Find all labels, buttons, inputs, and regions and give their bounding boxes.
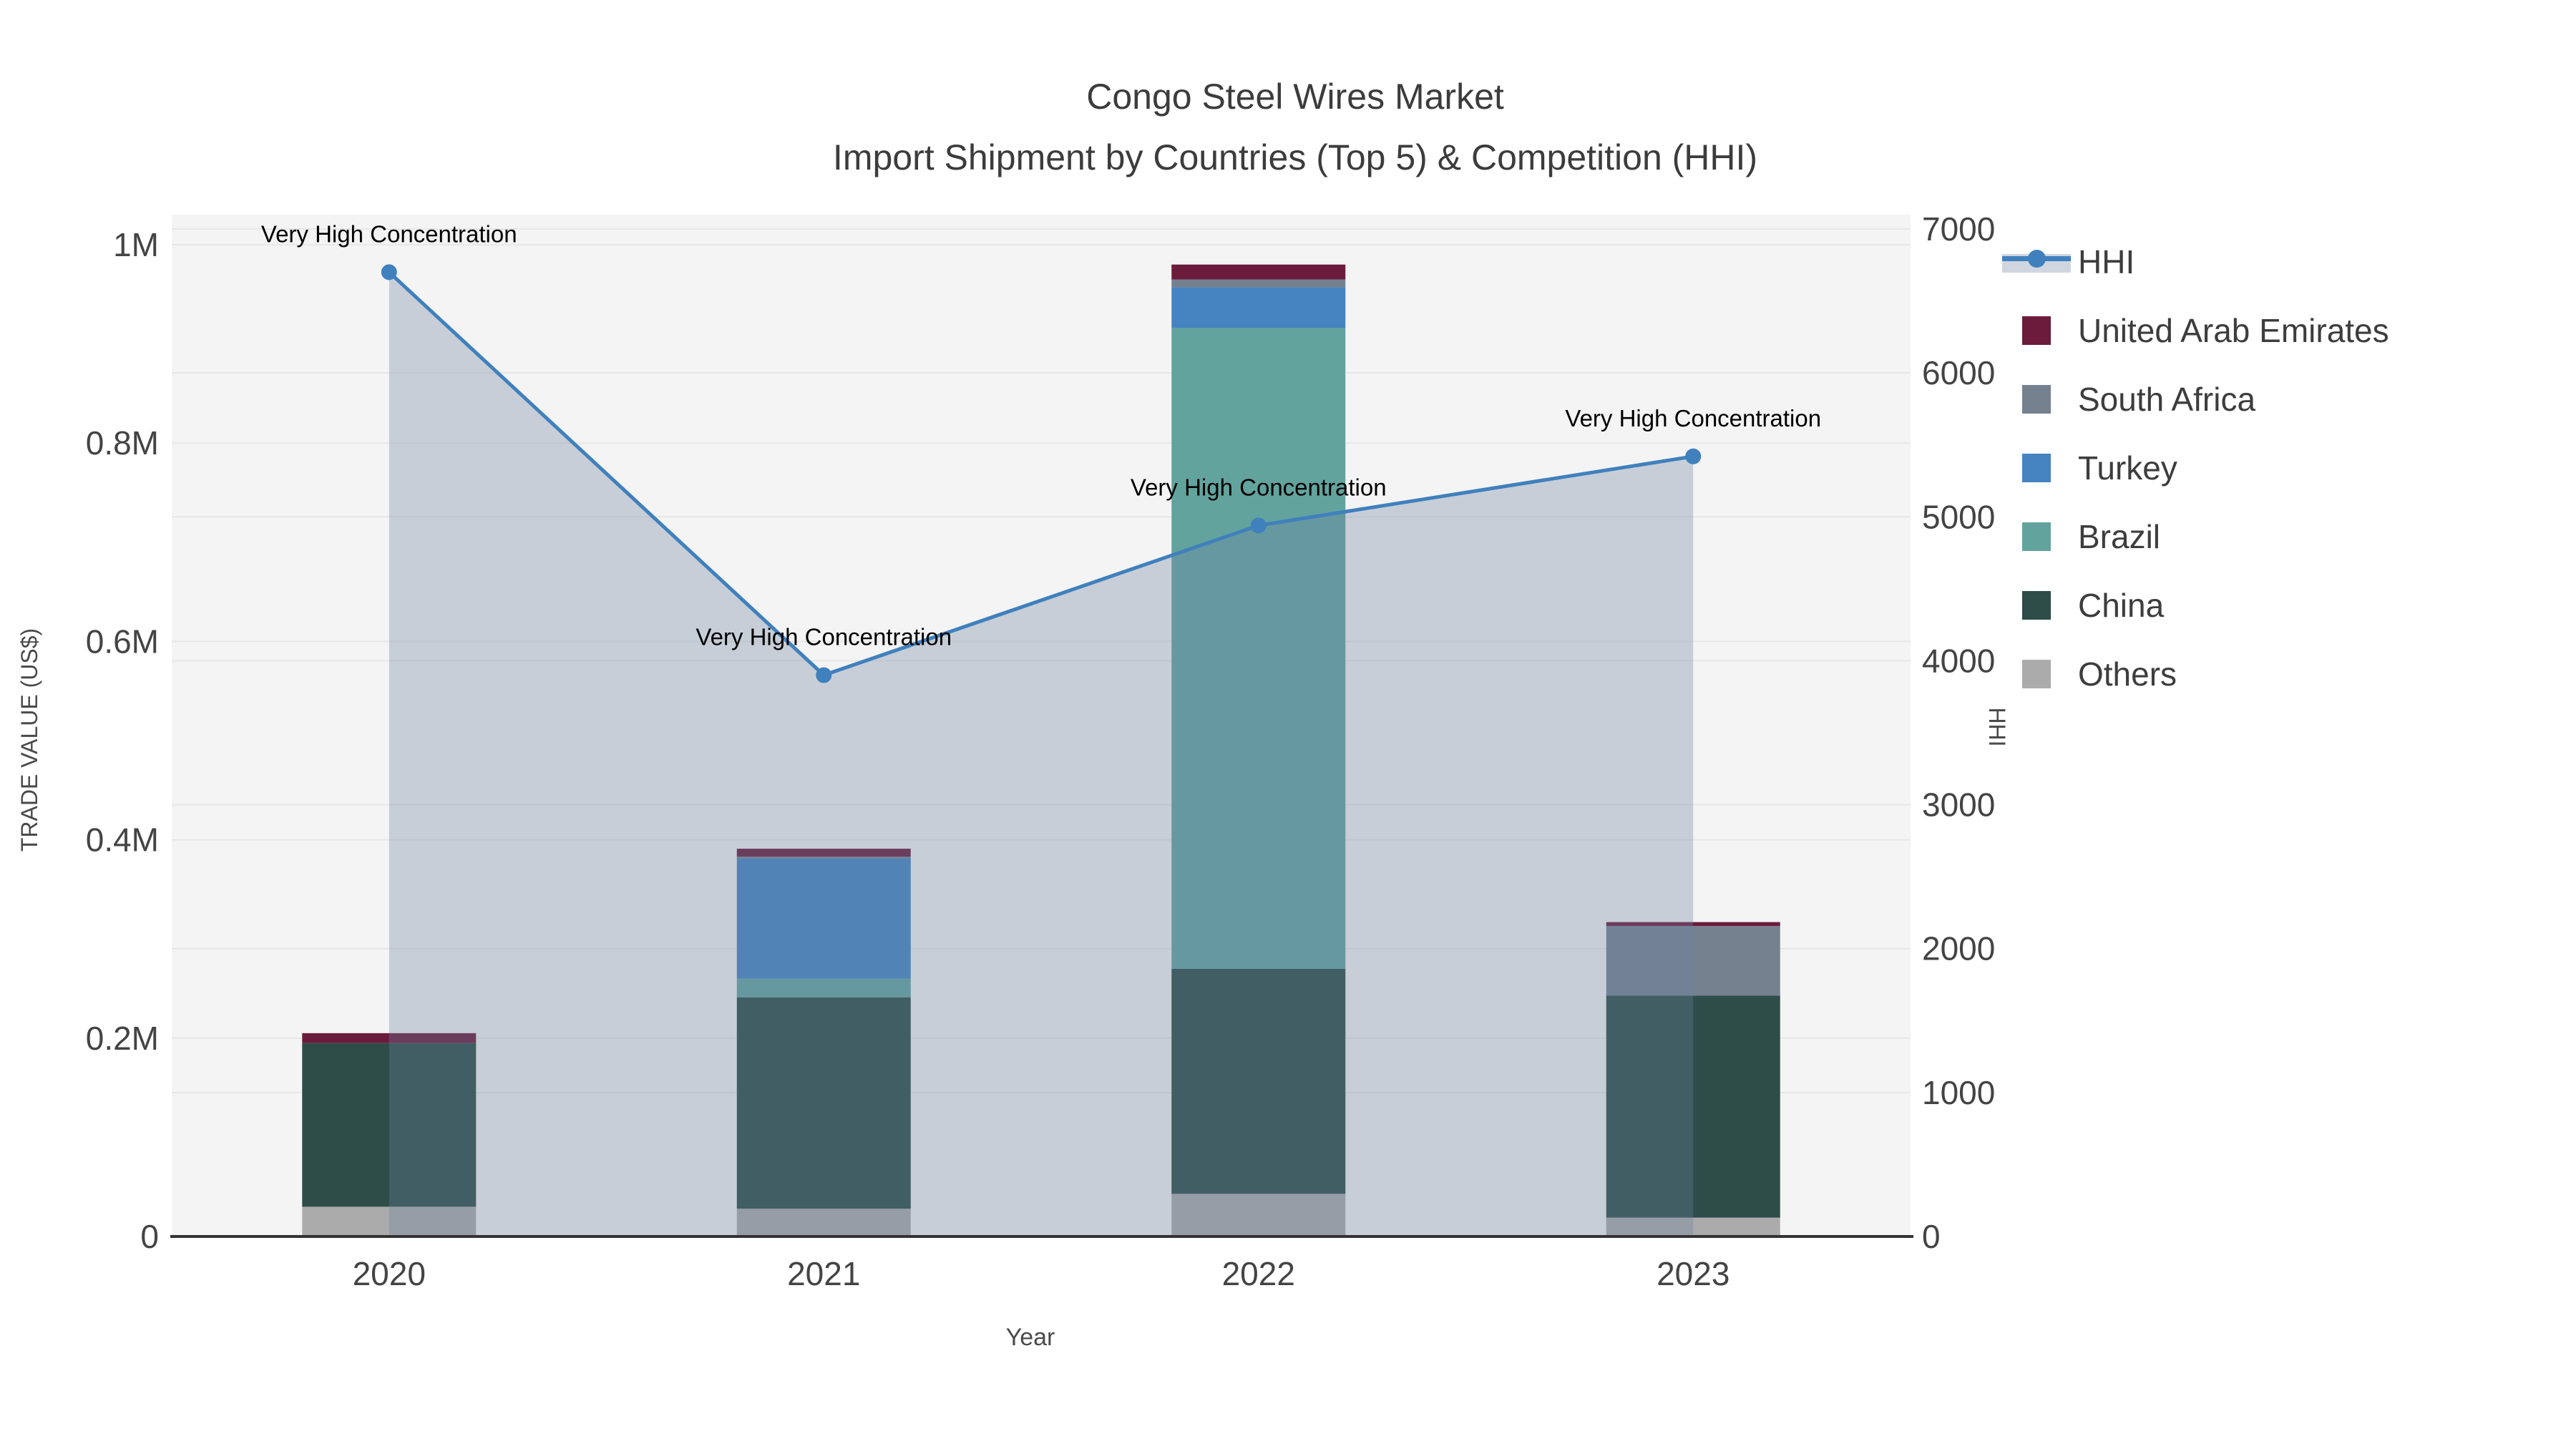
hhi-line [388, 270, 1694, 678]
y2-tick-label: 7000 [1922, 210, 1995, 248]
bar-segment-others [302, 1206, 477, 1236]
y2-tick-label: 0 [1922, 1218, 1941, 1255]
y-tick-label: 0.8M [86, 424, 159, 462]
y-tick-label: 0 [140, 1218, 159, 1255]
bar-segment-china [1171, 968, 1346, 1194]
y2-tick-label: 3000 [1922, 786, 1995, 824]
y2-tick-label: 2000 [1922, 930, 1995, 967]
legend-label: Others [2078, 655, 2177, 693]
bar-segment-others [1606, 1217, 1780, 1236]
bar-segment-south-africa [736, 857, 911, 859]
plot-layer: 0 0.2M 0.4M 0.6M 0.8M 1M 0 1000 2000 3000 4000 5000… [86, 210, 1996, 1292]
y2-tick-label: 5000 [1922, 498, 1995, 535]
x-tick-label-2020: 2020 [353, 1255, 426, 1292]
bar-segment-south-africa [1606, 926, 1780, 996]
legend-swatch-icon [2022, 454, 2051, 482]
bar-segment-others [1171, 1194, 1346, 1236]
legend-item-turkey[interactable]: Turkey [2002, 434, 2389, 502]
bar-segment-united-arab-emirates [736, 849, 911, 857]
bar-segment-china [1606, 995, 1780, 1218]
legend-item-united-arab-emirates[interactable]: United Arab Emirates [2002, 296, 2389, 365]
legend-item-others[interactable]: Others [2002, 640, 2389, 708]
annotation-2020: Very High Concentration [261, 220, 517, 247]
bar-segment-brazil [736, 978, 911, 997]
legend-item-hhi[interactable]: HHI [2002, 228, 2389, 296]
x-tick-label-2023: 2023 [1657, 1255, 1729, 1292]
annotation-2021: Very High Concentration [696, 624, 952, 650]
legend-item-china[interactable]: China [2002, 571, 2389, 640]
y-tick-label: 0.4M [86, 821, 159, 859]
legend-label: HHI [2078, 243, 2135, 280]
legend-item-south-africa[interactable]: South Africa [2002, 365, 2389, 434]
x-axis-title: Year [1006, 1324, 1055, 1351]
hhi-marker-2023 [1685, 448, 1702, 464]
hhi-marker-2020 [381, 264, 397, 280]
y2-tick-label: 1000 [1922, 1074, 1995, 1111]
legend-item-brazil[interactable]: Brazil [2002, 502, 2389, 571]
annotation-2022: Very High Concentration [1131, 474, 1387, 500]
legend-swatch-icon [2022, 522, 2051, 551]
bar-segment-united-arab-emirates [302, 1033, 477, 1043]
chart-subtitle: Import Shipment by Countries (Top 5) & C… [833, 137, 1757, 177]
legend-label: Turkey [2078, 449, 2177, 487]
hhi-marker-2022 [1250, 517, 1267, 534]
y-tick-label: 0.2M [86, 1020, 159, 1057]
y-tick-label: 1M [113, 226, 159, 263]
y2-tick-label: 6000 [1922, 354, 1995, 391]
legend-swatch-icon [2022, 385, 2051, 414]
annotation-2023: Very High Concentration [1565, 405, 1821, 431]
legend-swatch-icon [2022, 660, 2051, 688]
x-tick-label-2021: 2021 [787, 1255, 860, 1292]
bar-segment-china [302, 1043, 477, 1207]
legend-swatch-icon [2022, 591, 2051, 620]
legend-swatch-icon [2022, 316, 2051, 345]
x-tick-label-2022: 2022 [1222, 1255, 1295, 1292]
bar-segment-turkey [1171, 287, 1346, 328]
y2-tick-label: 4000 [1922, 642, 1995, 679]
y-tick-label: 0.6M [86, 623, 159, 660]
bar-segment-south-africa [1171, 279, 1346, 288]
bar-segment-china [736, 997, 911, 1209]
bar-segment-turkey [736, 858, 911, 979]
legend-label: United Arab Emirates [2078, 312, 2389, 349]
legend-label: South Africa [2078, 381, 2256, 418]
hhi-area-fill [389, 272, 1694, 1236]
chart-title: Congo Steel Wires Market [1086, 77, 1504, 117]
bar-segment-united-arab-emirates [1606, 922, 1780, 927]
y-axis-title: TRADE VALUE (US$) [16, 628, 42, 852]
hhi-marker-2021 [816, 667, 832, 683]
legend-label: China [2078, 587, 2165, 624]
y2-axis-title: HHI [1984, 707, 2010, 746]
bar-segment-others [736, 1209, 911, 1236]
bar-segment-united-arab-emirates [1171, 264, 1346, 280]
bar-segment-brazil [1171, 328, 1346, 969]
legend-label: Brazil [2078, 518, 2161, 555]
hhi-legend-sample-icon [2002, 248, 2071, 276]
legend: HHI United Arab Emirates South Africa Turke… [2002, 228, 2389, 708]
